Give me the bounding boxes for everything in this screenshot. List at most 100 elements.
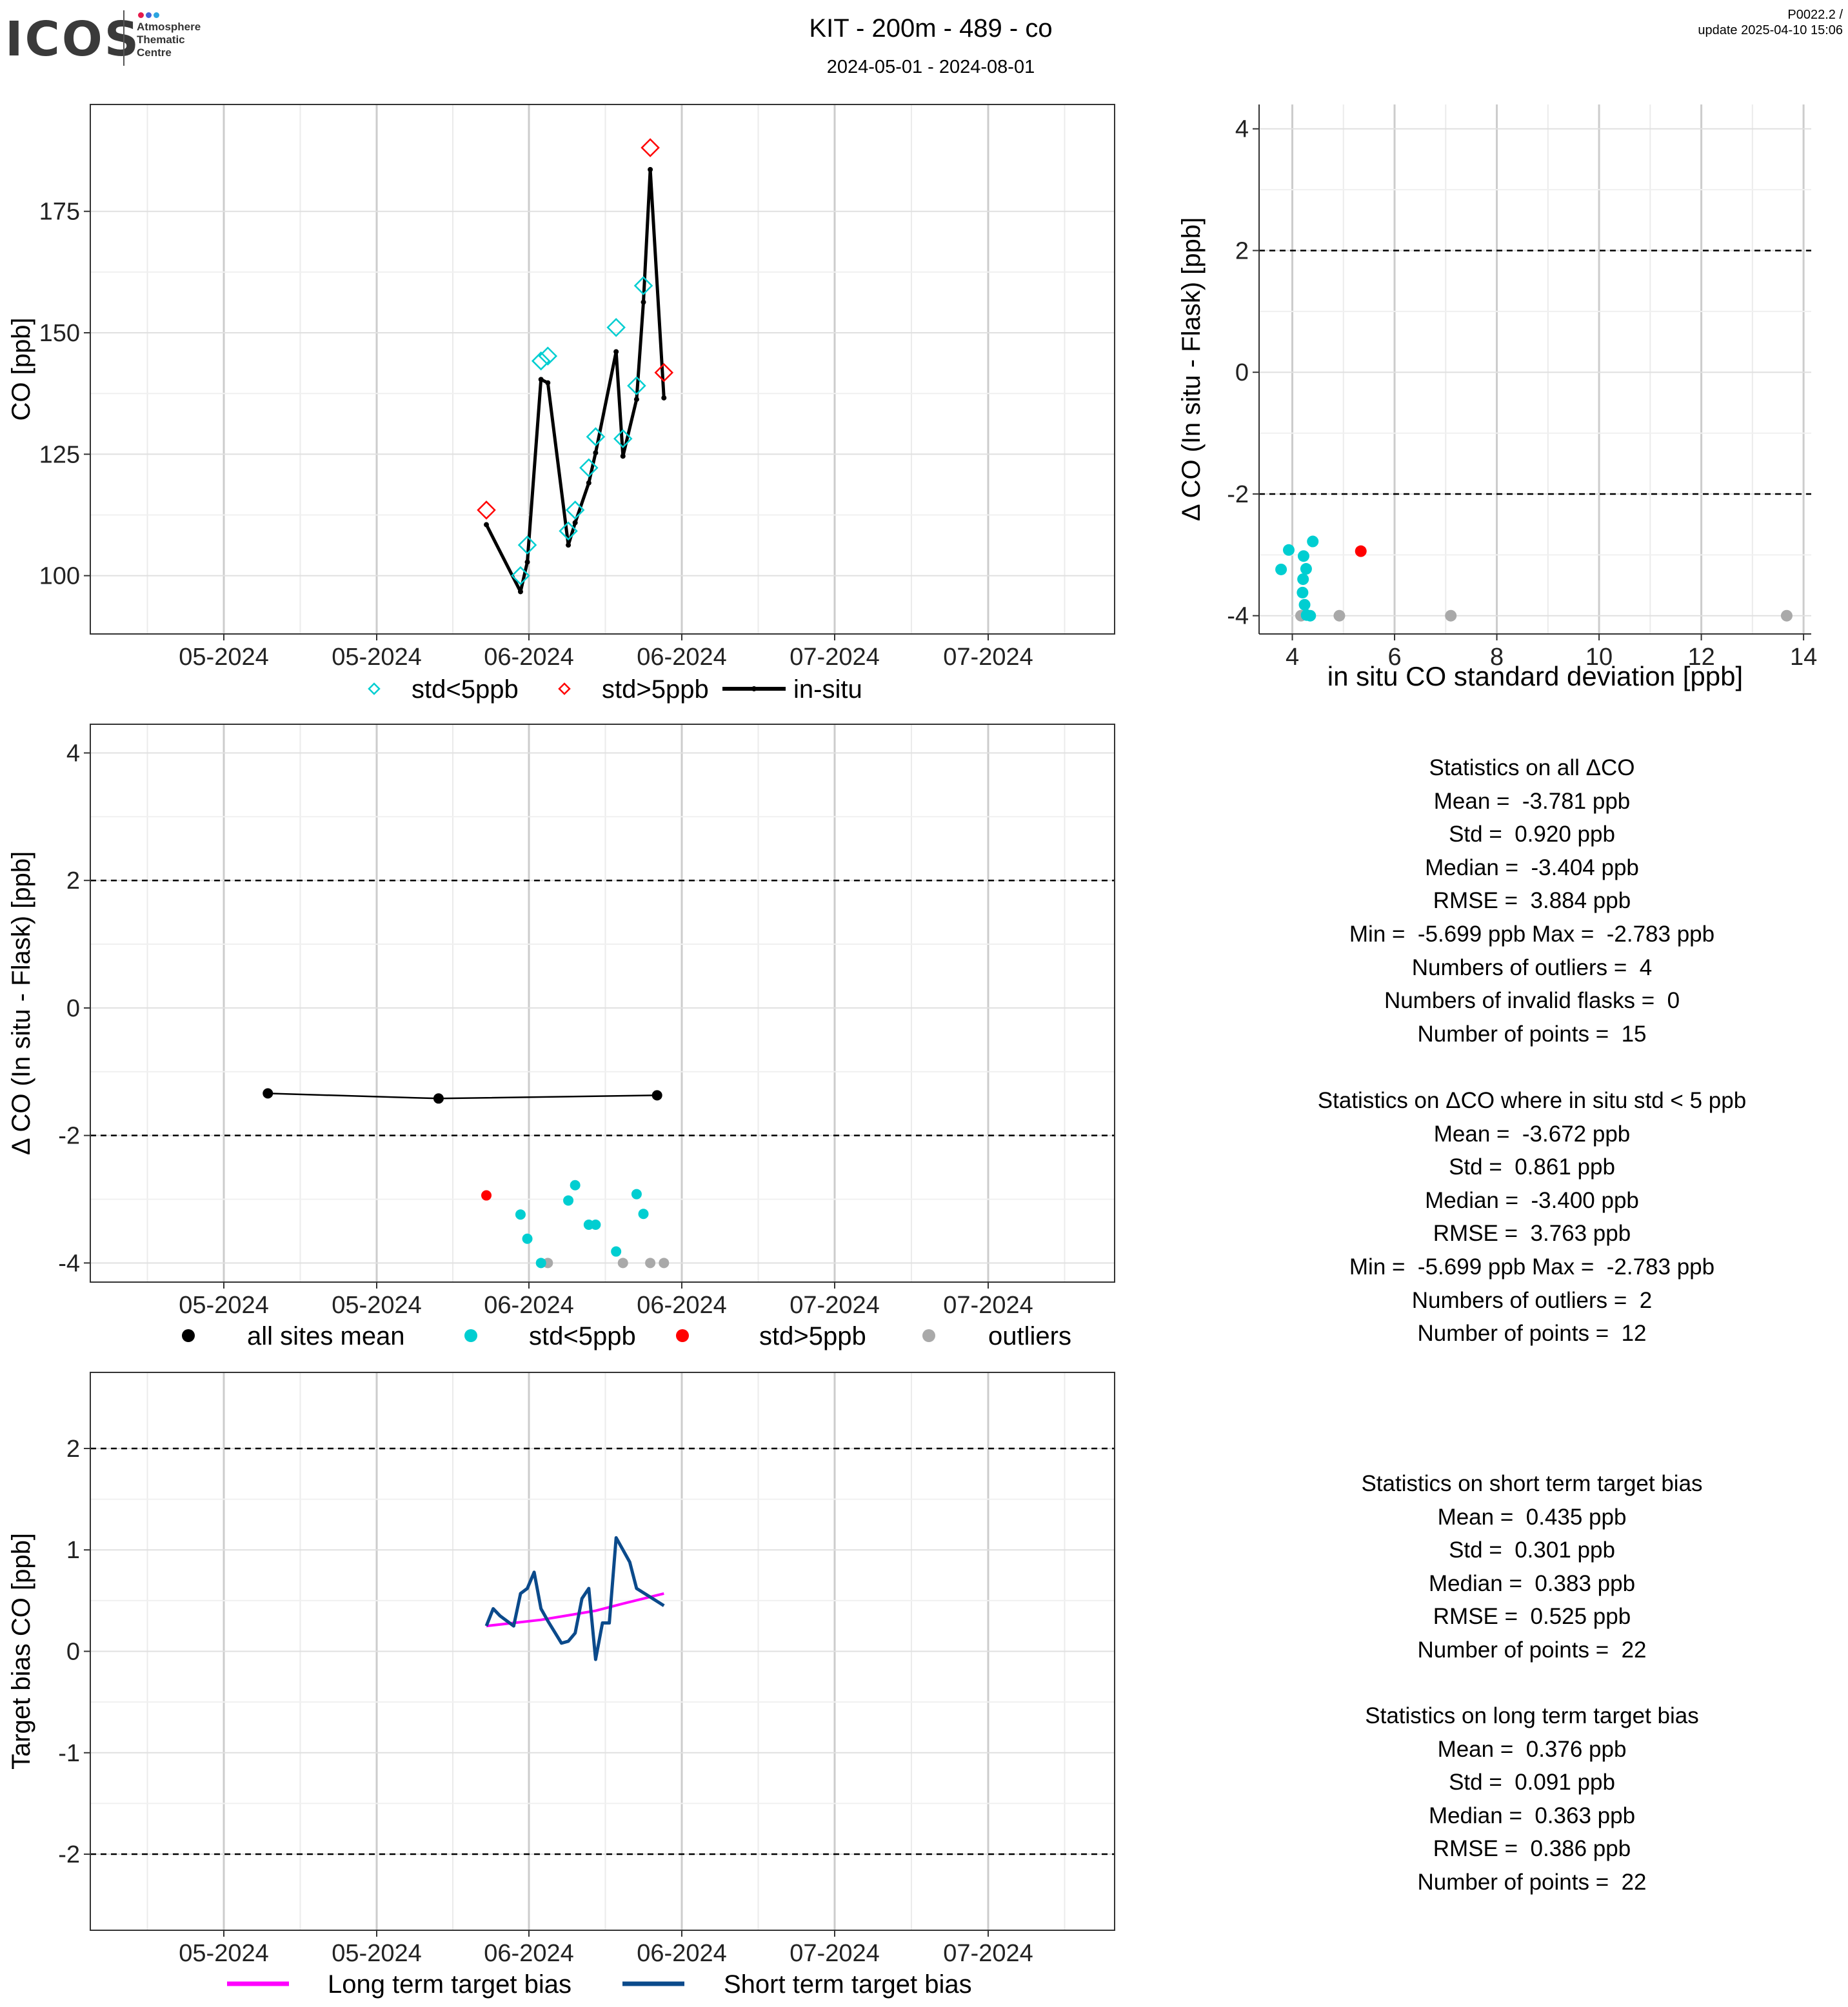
in-situ-point bbox=[641, 299, 646, 305]
logo-line-2: Thematic bbox=[137, 34, 185, 46]
target-x-tick-label: 05-2024 bbox=[179, 1940, 268, 1967]
stats-all-line: Number of points = 15 bbox=[1417, 1021, 1647, 1047]
delta-outlier-point bbox=[645, 1258, 656, 1269]
scatter-x-axis-label: in situ CO standard deviation [ppb] bbox=[1327, 661, 1743, 691]
target-y-axis-label: Target bias CO [ppb] bbox=[7, 1533, 35, 1770]
stats-std5-line: Std = 0.861 ppb bbox=[1449, 1154, 1615, 1180]
page-title: KIT - 200m - 489 - co bbox=[809, 14, 1053, 43]
delta-outlier-point bbox=[659, 1258, 670, 1269]
scatter-x-tick-label: 10 bbox=[1585, 644, 1613, 671]
legend-std-lt5-label: std<5ppb bbox=[529, 1322, 636, 1350]
stats-long-line: Median = 0.363 ppb bbox=[1428, 1803, 1636, 1828]
legend-outliers-key bbox=[922, 1329, 935, 1342]
legend-std-lt5-key bbox=[368, 682, 381, 695]
stats-std5-title: Statistics on ΔCO where in situ std < 5 … bbox=[1317, 1088, 1747, 1113]
legend-in-situ-label: in-situ bbox=[793, 675, 862, 704]
flask-std-lt5-marker bbox=[559, 521, 578, 541]
delta-outlier-point bbox=[617, 1258, 628, 1269]
legend-std-gt5-key bbox=[558, 682, 571, 695]
delta-std-lt5-point bbox=[631, 1189, 642, 1200]
scatter-y-axis-label: Δ CO (In situ - Flask) [ppb] bbox=[1177, 217, 1206, 521]
long-term-bias-line bbox=[486, 1592, 664, 1628]
scatter-std-lt5-point bbox=[1307, 535, 1319, 548]
in-situ-point bbox=[633, 397, 639, 402]
stats-std5-line: Min = -5.699 ppb Max = -2.783 ppb bbox=[1349, 1254, 1715, 1280]
target-x-tick-label: 07-2024 bbox=[943, 1940, 1033, 1967]
stats-all-line: Std = 0.920 ppb bbox=[1449, 822, 1615, 847]
flask-std-gt5-marker bbox=[654, 363, 674, 382]
scatter-std-lt5-point bbox=[1297, 586, 1309, 598]
delta-std-gt5-point bbox=[481, 1190, 492, 1201]
target-x-tick-label: 06-2024 bbox=[637, 1940, 726, 1967]
all-sites-mean-point bbox=[651, 1090, 662, 1101]
stats-all-title: Statistics on all ΔCO bbox=[1429, 755, 1635, 780]
delta-y-tick-label: -4 bbox=[58, 1250, 80, 1277]
flask-std-lt5-marker bbox=[538, 346, 558, 366]
logo-dot-2 bbox=[146, 12, 152, 18]
timeseries-x-tick-label: 07-2024 bbox=[943, 644, 1033, 671]
scatter-std-lt5-point bbox=[1304, 609, 1316, 622]
in-situ-point bbox=[517, 589, 523, 595]
scatter-std-lt5-point bbox=[1298, 598, 1311, 611]
version-label: P0022.2 / bbox=[1787, 8, 1843, 22]
legend-short-term-label: Short term target bias bbox=[724, 1970, 972, 1999]
delta-x-tick-label: 05-2024 bbox=[179, 1292, 268, 1319]
delta-y-tick-label: -2 bbox=[58, 1123, 80, 1150]
scatter-y-tick-label: 4 bbox=[1235, 116, 1249, 143]
legend-in-situ-key-dot bbox=[751, 686, 757, 691]
flask-std-lt5-marker bbox=[579, 458, 599, 478]
all-sites-mean-point bbox=[263, 1088, 273, 1099]
flask-std-gt5-marker bbox=[641, 138, 660, 157]
stats-long-line: Number of points = 22 bbox=[1417, 1869, 1647, 1895]
in-situ-point bbox=[613, 349, 619, 355]
stats-all-block: Statistics on all ΔCO Mean = -3.781 ppb … bbox=[1219, 751, 1845, 1051]
stats-short-line: Std = 0.301 ppb bbox=[1449, 1537, 1615, 1563]
timeseries-x-tick-label: 05-2024 bbox=[179, 644, 268, 671]
flask-std-lt5-marker bbox=[586, 427, 606, 446]
update-label: update 2025-04-10 15:06 bbox=[1698, 23, 1843, 37]
logo-dot-1 bbox=[138, 12, 144, 18]
stats-all-line: Median = -3.404 ppb bbox=[1425, 855, 1639, 880]
timeseries-y-tick-label: 150 bbox=[39, 320, 80, 347]
flask-std-lt5-marker bbox=[531, 351, 551, 371]
target-y-tick-label: 0 bbox=[66, 1639, 80, 1666]
logo-line-3: Centre bbox=[137, 46, 172, 59]
in-situ-point bbox=[661, 395, 667, 400]
stats-short-line: Mean = 0.435 ppb bbox=[1437, 1504, 1627, 1530]
legend-all-sites-mean-label: all sites mean bbox=[247, 1322, 405, 1350]
delta-y-tick-label: 0 bbox=[66, 995, 80, 1022]
flask-std-gt5-marker bbox=[477, 500, 496, 520]
stats-long-title: Statistics on long term target bias bbox=[1365, 1703, 1699, 1728]
timeseries-background bbox=[90, 104, 1115, 634]
scatter-y-tick-label: -2 bbox=[1227, 481, 1249, 508]
stats-all-line: Numbers of outliers = 4 bbox=[1411, 954, 1653, 980]
delta-std-lt5-point bbox=[570, 1180, 581, 1191]
in-situ-point bbox=[620, 453, 626, 459]
target-y-tick-label: 1 bbox=[66, 1537, 80, 1564]
delta-x-tick-label: 06-2024 bbox=[484, 1292, 573, 1319]
timeseries-y-tick-label: 100 bbox=[39, 563, 80, 590]
scatter-y-tick-label: -4 bbox=[1227, 603, 1249, 630]
in-situ-point bbox=[566, 542, 571, 548]
target-y-tick-label: 2 bbox=[66, 1436, 80, 1463]
flask-std-lt5-marker bbox=[517, 535, 537, 555]
stats-long-line: RMSE = 0.386 ppb bbox=[1433, 1836, 1631, 1862]
in-situ-point bbox=[484, 522, 490, 528]
delta-std-lt5-point bbox=[638, 1209, 649, 1220]
delta-x-tick-label: 07-2024 bbox=[790, 1292, 879, 1319]
logo-wordmark: ICOS bbox=[5, 12, 141, 67]
legend-std-gt5-label: std>5ppb bbox=[759, 1322, 866, 1350]
stats-std5-line: RMSE = 3.763 ppb bbox=[1433, 1221, 1631, 1247]
flask-std-lt5-marker bbox=[511, 566, 530, 586]
stats-all-line: RMSE = 3.884 ppb bbox=[1433, 888, 1631, 914]
timeseries-y-tick-label: 125 bbox=[39, 441, 80, 468]
stats-short-block: Statistics on short term target bias Mea… bbox=[1219, 1467, 1845, 1667]
logo-dot-3 bbox=[154, 12, 159, 18]
target-x-tick-label: 05-2024 bbox=[332, 1940, 421, 1967]
in-situ-point bbox=[572, 520, 578, 526]
logo: ICOS Atmosphere Thematic Centre bbox=[5, 8, 218, 69]
timeseries-frame bbox=[90, 104, 1115, 635]
flask-std-lt5-marker bbox=[613, 429, 633, 448]
scatter-std-lt5-point bbox=[1300, 563, 1312, 575]
